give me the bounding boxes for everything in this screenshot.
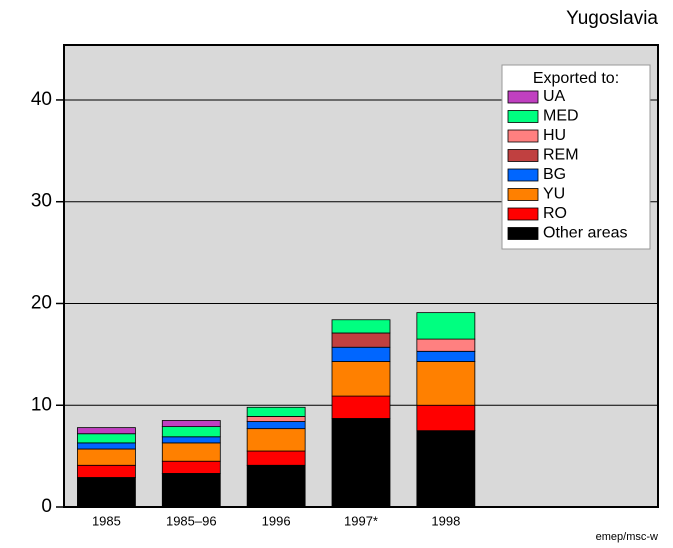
bar-segment [246,464,306,508]
bar-segment [416,312,476,340]
bar-segment [161,442,221,462]
y-tick-label: 20 [31,292,52,313]
legend-swatch [507,90,539,104]
legend-swatch [507,227,539,240]
bar-segment [77,433,136,444]
legend-title: Exported to: [533,70,619,87]
legend-swatch [507,149,539,162]
bar-segment [331,395,391,419]
bar-segment [331,319,391,334]
bar-segment [246,416,306,422]
bar-segment [246,406,306,417]
x-tick-label: 1996 [262,513,291,528]
legend-label: MED [543,108,579,125]
y-tick-label: 30 [31,191,52,212]
bar-segment [331,418,391,508]
legend-swatch [507,129,539,143]
x-tick-label: 1985–96 [166,513,217,528]
bar-segment [416,350,476,362]
bar-segment [77,477,136,508]
y-tick-label: 0 [41,496,52,517]
bar-segment [331,332,391,348]
legend-label: YU [543,186,565,203]
bar-segment [77,448,136,466]
bar-segment [77,464,136,478]
bar-segment [246,421,306,430]
bar-segment [161,460,221,474]
x-tick-label: 1997* [344,513,378,528]
x-tick-label: 1998 [431,513,460,528]
bar-segment [161,473,221,508]
y-tick-label: 10 [31,394,52,415]
bar-segment [246,450,306,466]
bar-segment [161,420,221,428]
bar-segment [161,436,221,444]
legend-label: RO [543,205,567,222]
bar-segment [331,361,391,397]
legend-label: UA [543,88,566,105]
bar-segment [161,426,221,438]
legend-label: BG [543,166,566,183]
bar-segment [416,430,476,508]
x-tick-label: 1985 [92,513,121,528]
bar-segment [416,338,476,352]
y-tick-label: 40 [31,89,52,110]
bar-segment [416,404,476,432]
legend-swatch [507,110,539,123]
footer: emep/msc-w [596,531,658,543]
legend-swatch [507,168,539,182]
legend-label: HU [543,127,566,144]
bar-segment [416,361,476,406]
bar-segment [331,346,391,362]
legend-swatch [507,207,539,221]
legend-label: Other areas [543,225,627,242]
legend-label: REM [543,147,579,164]
plot-border [63,44,659,508]
chart-title: Yugoslavia [566,8,658,29]
bar-segment [77,427,136,435]
legend-swatch [507,188,539,201]
bar-segment [246,428,306,452]
bar-segment [77,442,136,450]
